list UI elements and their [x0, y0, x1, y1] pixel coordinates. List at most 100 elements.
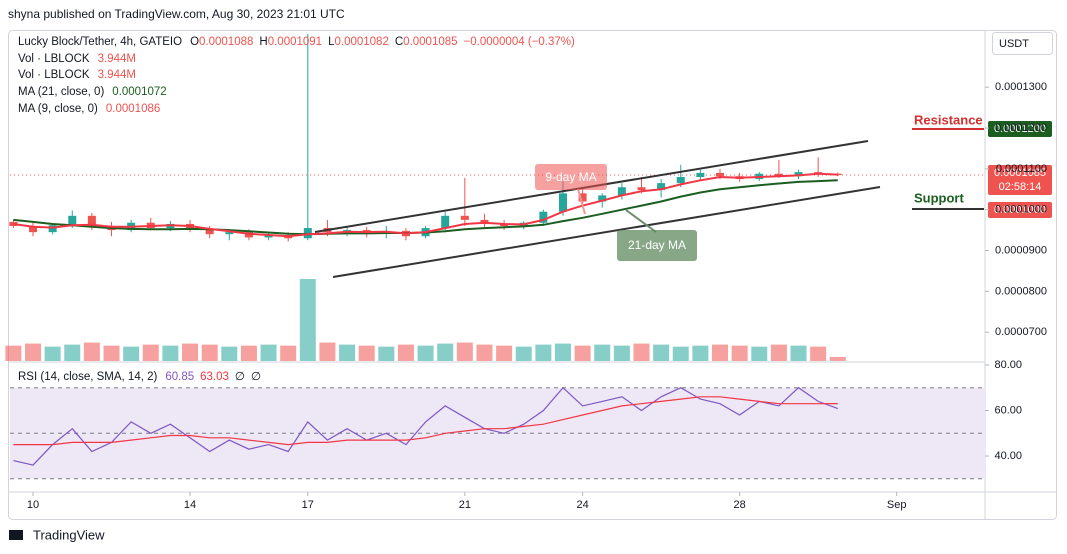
ohlc-key: C	[395, 36, 403, 48]
candle-body	[460, 215, 469, 220]
ohlc-value: 0.0001088	[199, 36, 253, 48]
resistance-price-box	[988, 121, 1052, 137]
candle-body	[696, 172, 705, 178]
volume-bar	[339, 344, 356, 361]
last-price-box	[988, 165, 1052, 195]
volume-bar	[162, 345, 179, 361]
volume-bar	[692, 345, 709, 361]
moving-average	[13, 172, 838, 238]
volume-bar	[731, 345, 748, 361]
volume-bar	[790, 345, 807, 361]
volume-bar	[44, 346, 61, 361]
volume-bar	[299, 279, 316, 361]
rsi-y-tick-label: 80.00	[994, 359, 1022, 371]
rsi-line	[13, 386, 839, 466]
rsi-y-tick-label: 60.00	[994, 404, 1022, 416]
volume-bar	[829, 356, 846, 361]
resistance-price: 0.0001200	[994, 123, 1046, 135]
rsi-y-tick-label: 40.00	[994, 450, 1022, 462]
ohlc-value: 0.0001082	[334, 36, 388, 48]
currency-label[interactable]: USDT	[999, 38, 1029, 50]
indicator-value: 3.944M	[98, 53, 136, 65]
y-tick-label: 0.0001200	[995, 122, 1047, 134]
volume-bar	[594, 344, 611, 361]
candle-body	[303, 228, 312, 239]
x-tick-label: 17	[302, 499, 314, 511]
resistance-label: Resistance	[914, 112, 983, 127]
rsi-label: RSI (14, close, SMA, 14, 2)	[18, 371, 158, 383]
volume-bar	[770, 344, 787, 361]
chart-frame	[8, 30, 1057, 520]
volume-bar	[574, 345, 591, 361]
volume-bar	[142, 344, 159, 361]
currency-button[interactable]	[992, 32, 1053, 55]
ma9-pointer	[577, 188, 586, 215]
volume-bar	[515, 346, 532, 361]
ohlc-value: 0.0001091	[268, 36, 322, 48]
volume-bar	[653, 344, 670, 361]
legend-row: Vol · LBLOCK 3.944M	[18, 53, 136, 65]
x-tick-label: 21	[459, 499, 471, 511]
rsi-empty: ∅	[251, 371, 261, 383]
candle-body	[637, 187, 646, 191]
ma21-callout-text: 21-day MA	[628, 238, 686, 252]
x-tick-label: 10	[27, 499, 39, 511]
symbol: Lucky Block/Tether, 4h, GATEIO	[18, 36, 182, 48]
legend-row: MA (9, close, 0) 0.0001086	[18, 103, 160, 115]
price-change: −0.0000004 (−0.37%)	[464, 36, 575, 48]
bar-countdown: 02:58:14	[999, 181, 1042, 193]
volume-layer	[5, 279, 846, 361]
candle-body	[716, 172, 725, 177]
candle-body	[598, 195, 607, 202]
volume-bar	[712, 344, 729, 361]
indicator-value: 0.0001086	[106, 103, 160, 115]
x-tick-label: 24	[576, 499, 588, 511]
ma21-callout	[617, 230, 697, 261]
legend-row: Vol · LBLOCK 3.944M	[18, 69, 136, 81]
volume-bar	[260, 344, 277, 361]
support-price-box	[988, 202, 1052, 218]
rsi-ma-value: 63.03	[200, 371, 229, 383]
indicator-value: 3.944M	[98, 69, 136, 81]
volume-bar	[613, 345, 630, 361]
lower-trend-line	[332, 186, 881, 278]
indicator-label: Vol · LBLOCK	[18, 53, 90, 65]
y-tick-label: 0.0001000	[995, 204, 1047, 216]
legend-row: MA (21, close, 0) 0.0001072	[18, 86, 167, 98]
ma9-callout-text: 9-day MA	[545, 170, 596, 184]
volume-bar	[456, 342, 473, 361]
candle-body	[205, 229, 214, 235]
support-price: 0.0001000	[994, 204, 1046, 216]
candle-body	[225, 232, 234, 235]
ma9-callout	[535, 164, 607, 190]
candle-body	[29, 226, 38, 233]
rsi-band-layer	[10, 387, 985, 480]
candle-body	[9, 221, 18, 227]
x-tick-label: 14	[184, 499, 196, 511]
volume-bar	[672, 346, 689, 361]
volume-bar	[25, 343, 42, 361]
candle-body	[539, 211, 548, 223]
rsi-legend: RSI (14, close, SMA, 14, 2) 60.85 63.03 ∅ ∅	[18, 371, 261, 383]
candle-body	[558, 193, 567, 212]
indicator-value: 0.0001072	[112, 86, 166, 98]
volume-bar	[103, 345, 120, 361]
volume-bar	[397, 344, 414, 361]
indicator-label: Vol · LBLOCK	[18, 69, 90, 81]
volume-bar	[417, 345, 434, 361]
y-tick-label: 0.0000900	[995, 244, 1047, 256]
logo-mark	[9, 530, 23, 540]
volume-bar	[378, 346, 395, 361]
y-tick-label: 0.0000700	[995, 326, 1047, 338]
rsi-value: 60.85	[165, 371, 194, 383]
volume-bar	[496, 345, 513, 361]
volume-bar	[240, 345, 257, 361]
volume-bar	[437, 343, 454, 361]
volume-bar	[633, 343, 650, 361]
y-tick-label: 0.0001300	[995, 81, 1047, 93]
y-tick-label: 0.0001100	[996, 163, 1047, 175]
ohlc-key: L	[328, 36, 335, 48]
volume-bar	[358, 345, 375, 361]
volume-bar	[554, 343, 571, 361]
